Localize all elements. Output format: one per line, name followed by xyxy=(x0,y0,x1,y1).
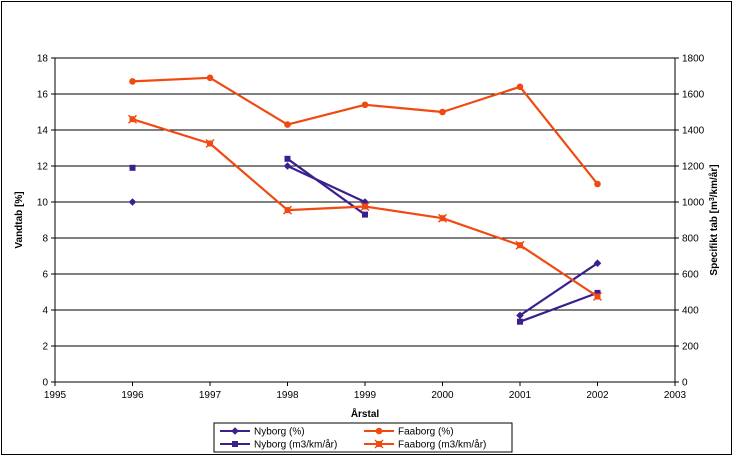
data-point xyxy=(284,155,291,162)
gridlines xyxy=(55,93,675,347)
data-point xyxy=(205,139,215,148)
y-tick-label: 6 xyxy=(42,270,48,281)
data-point xyxy=(517,318,523,325)
legend-box xyxy=(213,422,513,453)
legend-swatch-marker xyxy=(374,439,384,449)
legend-label: Faaborg (m3/km/år) xyxy=(398,439,486,451)
y-tick-label: 16 xyxy=(37,90,49,101)
series-line xyxy=(287,165,366,203)
x-tick-label: 2001 xyxy=(509,390,532,401)
legend-item: Faaborg (m3/km/år) xyxy=(364,439,486,451)
data-point xyxy=(283,162,292,170)
data-point xyxy=(360,202,370,211)
data-point xyxy=(438,213,447,223)
legend-item: Nyborg (m3/km/år) xyxy=(220,439,337,451)
axes: 0 2 4 6 8 10 12 14 16 18 0 200 400 600 800 1000 1200 1400… xyxy=(37,54,705,402)
y2-tick-label: 1000 xyxy=(682,198,705,209)
x-tick-label: 1997 xyxy=(199,390,222,401)
y2-axis-title: Specifikt tab [m3/km/år] xyxy=(708,164,720,275)
data-point xyxy=(593,292,602,301)
y2-tick-label: 800 xyxy=(682,234,699,245)
y-tick-label: 4 xyxy=(42,306,48,317)
legend-label: Nyborg (m3/km/år) xyxy=(254,439,337,451)
y-tick-label: 2 xyxy=(42,342,48,353)
y-tick-label: 14 xyxy=(37,126,49,137)
y2-tick-label: 200 xyxy=(682,342,699,353)
legend-item: Nyborg (%) xyxy=(220,427,305,438)
series-line xyxy=(286,157,366,216)
legend-item: Faaborg (%) xyxy=(364,427,454,438)
y-tick-label: 0 xyxy=(42,378,48,389)
data-point xyxy=(206,74,214,82)
y2-tick-label: 400 xyxy=(682,306,699,317)
legend-swatch-marker xyxy=(231,427,239,435)
data-point xyxy=(284,121,291,128)
data-point xyxy=(516,311,524,320)
x-tick-label: 1999 xyxy=(354,390,377,401)
data-point xyxy=(439,108,446,116)
legend: Nyborg (%) Faaborg (%) Nyborg (m3/km/år) Fa… xyxy=(213,422,513,453)
legend-label: Faaborg (%) xyxy=(398,427,454,438)
y-tick-label: 12 xyxy=(37,162,49,173)
y-tick-label: 8 xyxy=(42,234,48,245)
data-point xyxy=(515,240,525,250)
x-tick-label: 1996 xyxy=(121,390,144,401)
series-4 xyxy=(128,114,602,301)
series-1 xyxy=(128,162,602,320)
series-2 xyxy=(129,155,601,325)
x-tick-label: 1998 xyxy=(276,390,299,401)
x-tick-label: 2002 xyxy=(586,390,609,401)
y2-axis-title-main: Specifikt tab [m xyxy=(709,201,720,276)
data-point xyxy=(593,259,602,267)
series-line xyxy=(519,291,598,323)
data-point xyxy=(128,114,137,124)
legend-swatch-marker xyxy=(375,427,383,435)
data-point xyxy=(129,164,136,171)
y2-tick-label: 0 xyxy=(682,378,688,389)
x-axis-title: Årstal xyxy=(351,407,380,420)
y2-tick-label: 1800 xyxy=(682,54,705,65)
y-tick-label: 18 xyxy=(37,54,49,65)
x-tick-label: 2003 xyxy=(664,390,687,401)
y2-axis-title-superscript: 3 xyxy=(709,197,716,201)
y2-tick-label: 1200 xyxy=(682,162,705,173)
data-point xyxy=(361,101,369,109)
data-point xyxy=(128,198,137,206)
y2-tick-label: 1400 xyxy=(682,126,705,137)
y-axis-title: Vandtab [%] xyxy=(14,191,25,248)
y2-tick-label: 1600 xyxy=(682,90,705,101)
series-3 xyxy=(129,74,601,188)
data-point xyxy=(594,289,601,296)
data-point xyxy=(516,83,524,91)
x-tick-label: 1995 xyxy=(44,390,67,401)
data-point xyxy=(283,205,292,215)
data-point xyxy=(594,180,601,188)
series-line xyxy=(519,262,599,317)
data-point xyxy=(362,211,368,218)
y2-axis-title-end: /km/år] xyxy=(708,164,720,197)
legend-swatch-marker xyxy=(232,441,238,447)
x-tick-label: 2000 xyxy=(431,390,454,401)
data-point xyxy=(129,78,136,85)
y2-tick-label: 600 xyxy=(682,270,699,281)
series-layer xyxy=(128,74,602,325)
legend-label: Nyborg (%) xyxy=(254,427,305,438)
y-tick-label: 10 xyxy=(37,198,49,209)
